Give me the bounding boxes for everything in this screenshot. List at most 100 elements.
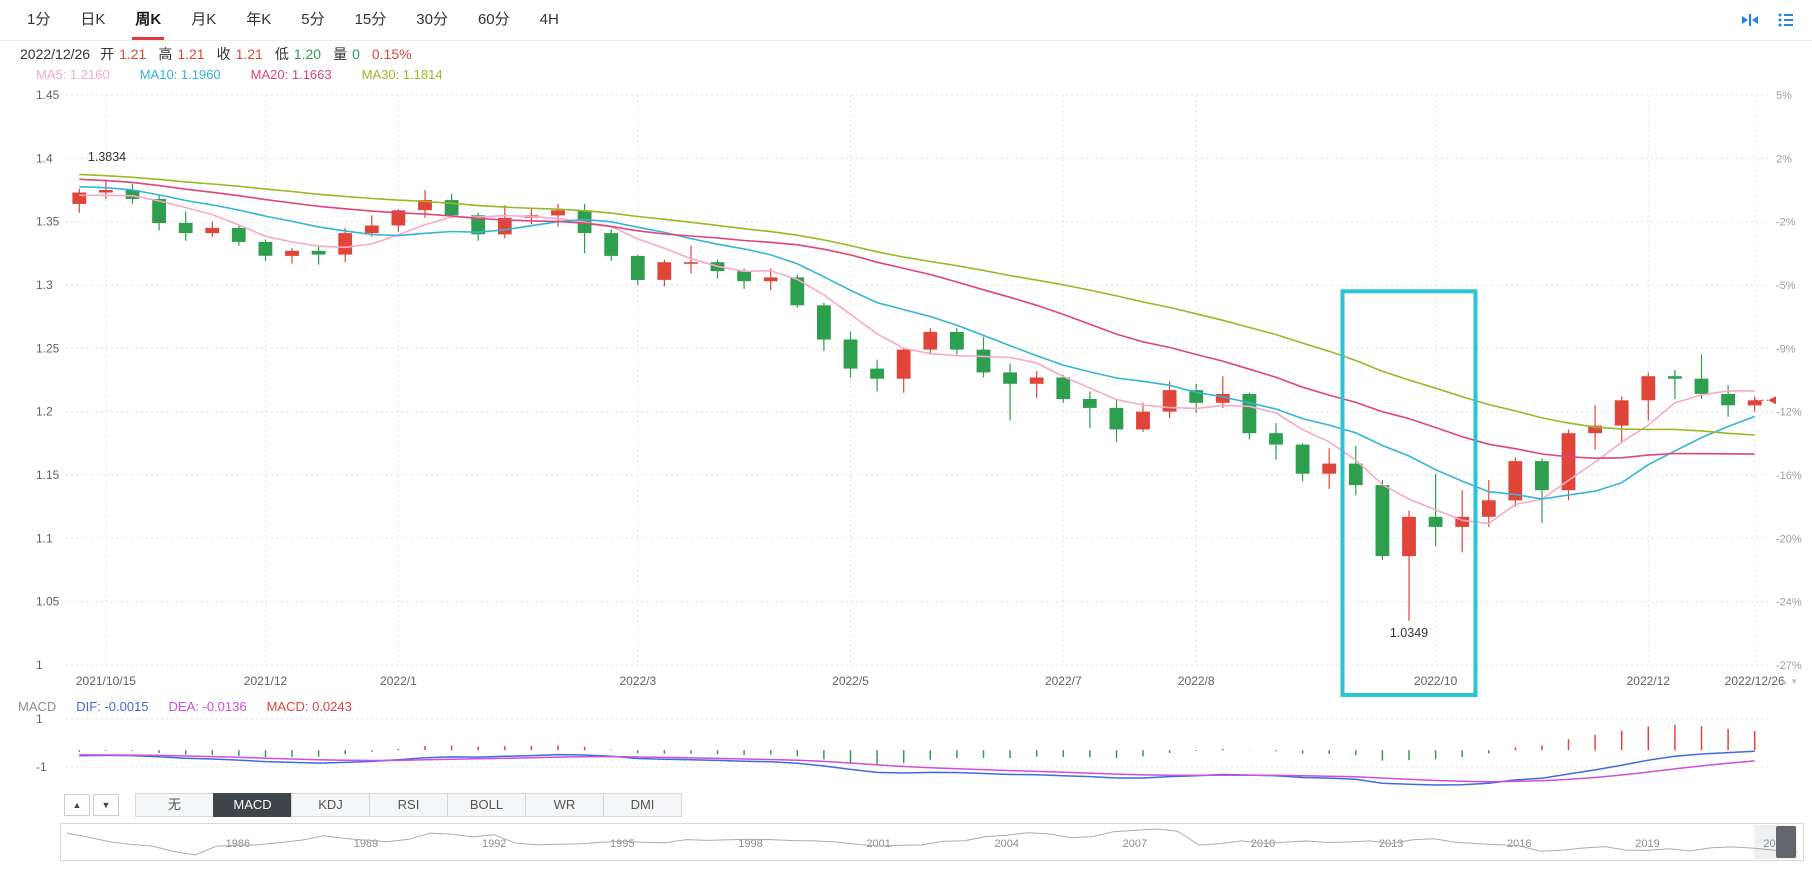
high-value: 1.21 <box>177 46 205 62</box>
change-percent: 0.15% <box>371 46 412 62</box>
collapse-panels-icon[interactable] <box>1740 10 1760 30</box>
macd-dea-value: DEA: -0.0136 <box>168 699 247 714</box>
low-label: 低 <box>274 46 289 62</box>
svg-text:1.25: 1.25 <box>36 341 60 355</box>
candles-layer <box>72 179 1762 621</box>
svg-text:2010: 2010 <box>1251 838 1275 850</box>
ma5-legend: MA5: 1.2160 <box>36 67 110 82</box>
indicator-tab-none[interactable]: 无 <box>135 793 214 817</box>
svg-text:1: 1 <box>36 712 43 726</box>
price-annotation: 1.0349 <box>1390 626 1428 640</box>
navigator-sparkline <box>66 828 1798 856</box>
main-candlestick-chart[interactable]: 1.45 5% 1.4 2% 1.35 -2% 1.3 -5% 1.25 -9% 1.2 -12% 1.… <box>0 85 1812 699</box>
indicator-tab-kdj[interactable]: KDJ <box>291 793 370 817</box>
indicator-tab-boll[interactable]: BOLL <box>447 793 526 817</box>
svg-text:-2%: -2% <box>1776 217 1796 229</box>
quote-date: 2022/12/26 <box>20 46 91 62</box>
range-navigator[interactable]: 1986 1989 1992 1995 1998 2001 2004 2007 2010 2013… <box>60 823 1804 861</box>
svg-text:-9%: -9% <box>1776 343 1796 355</box>
last-price-marker <box>1768 396 1776 405</box>
svg-text:5%: 5% <box>1776 90 1792 102</box>
svg-text:-5%: -5% <box>1776 280 1796 292</box>
svg-text:2022/3: 2022/3 <box>619 674 656 688</box>
svg-text:1986: 1986 <box>226 838 250 850</box>
close-value: 1.21 <box>235 46 263 62</box>
tab-15min[interactable]: 15分 <box>354 11 387 28</box>
tab-5min[interactable]: 5分 <box>301 11 325 28</box>
tab-monthly[interactable]: 月K <box>191 11 217 28</box>
macd-chart[interactable]: 1 -1 <box>0 699 1812 791</box>
ma-legend: MA5: 1.2160 MA10: 1.1960 MA20: 1.1663 MA… <box>0 65 1812 85</box>
svg-text:1.2: 1.2 <box>36 405 53 419</box>
svg-text:1995: 1995 <box>610 838 634 850</box>
tab-weekly[interactable]: 周K <box>120 0 176 40</box>
svg-text:1.15: 1.15 <box>36 468 60 482</box>
svg-text:1998: 1998 <box>738 838 762 850</box>
tab-1min[interactable]: 1分 <box>27 11 51 28</box>
svg-text:-1: -1 <box>36 760 47 774</box>
svg-text:-16%: -16% <box>1776 470 1802 482</box>
price-annotation: 1.3834 <box>88 150 126 164</box>
svg-text:2022/12/26: 2022/12/26 <box>1725 674 1785 688</box>
indicator-tab-wr[interactable]: WR <box>525 793 604 817</box>
svg-text:1.4: 1.4 <box>36 151 53 165</box>
svg-text:2022/12: 2022/12 <box>1627 674 1671 688</box>
indicator-bar: ▲ ▼ 无 MACD KDJ RSI BOLL WR DMI <box>0 793 1812 817</box>
indicator-collapse-button[interactable]: ▲ <box>64 794 90 816</box>
svg-text:1.1: 1.1 <box>36 531 53 545</box>
ma20-line <box>79 178 1755 460</box>
macd-hist-value: MACD: 0.0243 <box>266 699 352 714</box>
navigator-chart[interactable]: 1986 1989 1992 1995 1998 2001 2004 2007 2010 2013… <box>61 824 1803 860</box>
high-label: 高 <box>158 46 173 62</box>
svg-text:2007: 2007 <box>1123 838 1147 850</box>
macd-histogram <box>78 725 1756 766</box>
svg-text:1.35: 1.35 <box>36 215 60 229</box>
macd-panel: 1 -1 MACD DIF: -0.0015 DEA: -0.0136 MACD:… <box>0 699 1812 791</box>
svg-text:2021/10/15: 2021/10/15 <box>76 674 136 688</box>
svg-text:2021/12: 2021/12 <box>244 674 288 688</box>
dif-line <box>79 750 1755 786</box>
indicator-tabs: 无 MACD KDJ RSI BOLL WR DMI <box>135 793 682 817</box>
close-label: 收 <box>216 46 231 62</box>
tab-60min[interactable]: 60分 <box>477 11 510 28</box>
svg-text:2%: 2% <box>1776 153 1792 165</box>
period-toolbar: 1分 日K 周K 月K 年K 5分 15分 30分 60分 4H <box>0 0 1812 41</box>
tab-yearly[interactable]: 年K <box>246 11 272 28</box>
indicator-expand-button[interactable]: ▼ <box>93 794 119 816</box>
volume-value: 0 <box>352 46 360 62</box>
nav-drag-handle[interactable] <box>1776 826 1796 858</box>
ma10-legend: MA10: 1.1960 <box>139 67 221 82</box>
svg-text:2019: 2019 <box>1635 838 1659 850</box>
ma30-legend: MA30: 1.1814 <box>361 67 443 82</box>
ma10-line <box>79 185 1755 500</box>
svg-text:2022/10: 2022/10 <box>1414 674 1458 688</box>
ma5-line <box>79 194 1755 525</box>
indicator-list-icon[interactable] <box>1776 10 1796 30</box>
indicator-tab-macd[interactable]: MACD <box>213 793 292 817</box>
volume-label: 量 <box>333 46 348 62</box>
svg-text:-27%: -27% <box>1776 660 1802 672</box>
tab-daily[interactable]: 日K <box>80 11 106 28</box>
svg-text:1.05: 1.05 <box>36 595 60 609</box>
macd-title: MACD <box>18 699 57 714</box>
ma30-line <box>79 173 1755 436</box>
svg-text:1.45: 1.45 <box>36 88 60 102</box>
svg-text:1992: 1992 <box>482 838 506 850</box>
svg-text:1.3: 1.3 <box>36 278 53 292</box>
highlight-box <box>1340 289 1478 698</box>
indicator-tab-dmi[interactable]: DMI <box>603 793 682 817</box>
open-label: 开 <box>100 46 115 62</box>
svg-text:2022/1: 2022/1 <box>380 674 417 688</box>
indicator-tab-rsi[interactable]: RSI <box>369 793 448 817</box>
svg-text:2022/5: 2022/5 <box>832 674 869 688</box>
macd-dif-value: DIF: -0.0015 <box>76 699 149 714</box>
toolbar-right-icons <box>1740 10 1796 30</box>
tab-30min[interactable]: 30分 <box>416 11 448 28</box>
svg-text:-24%: -24% <box>1776 597 1802 609</box>
svg-text:-20%: -20% <box>1776 533 1802 545</box>
open-value: 1.21 <box>119 46 147 62</box>
dea-line <box>79 754 1755 783</box>
tab-4h[interactable]: 4H <box>539 11 559 28</box>
svg-text:2022/7: 2022/7 <box>1045 674 1082 688</box>
